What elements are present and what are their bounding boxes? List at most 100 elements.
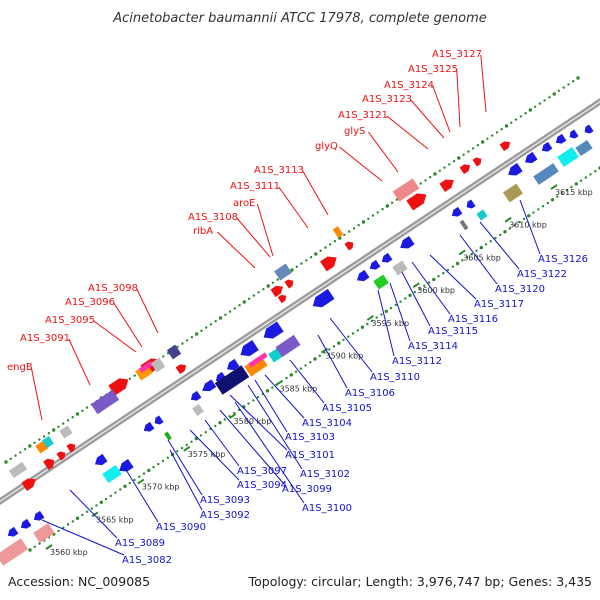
- reverse-leader-line: [204, 419, 240, 467]
- tick-label: 3565 kbp: [96, 515, 134, 524]
- reverse-gene-label[interactable]: A1S_3102: [300, 469, 350, 480]
- reverse-gene-label[interactable]: A1S_3105: [322, 403, 372, 414]
- reverse-gene-arrow: [263, 321, 284, 339]
- inner-scale-dot: [418, 287, 421, 291]
- genome-backbone: [0, 98, 600, 505]
- outer-scale-dot: [552, 92, 556, 96]
- forward-gene-label[interactable]: ribA: [193, 226, 213, 237]
- forward-gene-label[interactable]: A1S_3121: [338, 110, 388, 121]
- forward-leader-line: [30, 367, 43, 421]
- forward-gene-box: [166, 344, 182, 360]
- inner-scale-dot: [484, 243, 488, 246]
- inner-scale-dot: [380, 313, 383, 316]
- reverse-gene-label[interactable]: A1S_3089: [115, 538, 165, 549]
- reverse-gene-label[interactable]: A1S_3110: [370, 372, 420, 383]
- reverse-gene-box: [248, 352, 268, 368]
- forward-gene-label[interactable]: A1S_3096: [65, 297, 115, 308]
- outer-scale-dot: [33, 441, 36, 444]
- tick-label: 3605 kbp: [463, 254, 501, 263]
- forward-gene-label[interactable]: A1S_3123: [362, 94, 412, 105]
- inner-scale-dot: [451, 265, 454, 268]
- outer-scale-dot: [305, 259, 308, 262]
- forward-gene-label[interactable]: aroE: [233, 198, 255, 209]
- tick-mark: [458, 249, 466, 256]
- reverse-gene-label[interactable]: A1S_3097: [237, 466, 287, 477]
- reverse-gene-label[interactable]: A1S_3120: [495, 284, 545, 295]
- reverse-leader-line: [167, 439, 203, 496]
- reverse-gene-label[interactable]: A1S_3082: [122, 555, 172, 566]
- outer-scale-dot: [85, 406, 89, 409]
- forward-gene-label[interactable]: engB: [7, 362, 33, 373]
- reverse-leader-line: [289, 359, 325, 404]
- forward-gene-label[interactable]: A1S_3125: [408, 64, 458, 75]
- outer-scale-dot: [481, 140, 485, 144]
- reverse-gene-label[interactable]: A1S_3114: [408, 341, 458, 352]
- reverse-gene-label[interactable]: A1S_3094: [237, 480, 287, 491]
- outer-scale-dot: [438, 169, 441, 172]
- tick-mark: [412, 282, 420, 289]
- inner-scale-dot: [475, 249, 478, 252]
- forward-leader-line: [236, 217, 271, 258]
- reverse-gene-label[interactable]: A1S_3104: [302, 418, 352, 429]
- forward-gene-box: [90, 389, 120, 415]
- inner-scale-dot: [299, 367, 302, 370]
- outer-scale-dot: [390, 201, 394, 204]
- reverse-gene-label[interactable]: A1S_3122: [517, 269, 567, 280]
- inner-scale-dot: [38, 542, 41, 545]
- reverse-gene-label[interactable]: A1S_3106: [345, 388, 395, 399]
- forward-leader-line: [456, 69, 461, 128]
- forward-gene-arrow: [406, 193, 427, 211]
- inner-scale-dot: [223, 418, 226, 421]
- reverse-gene-arrow: [584, 124, 594, 134]
- inner-scale-dot: [394, 303, 397, 307]
- reverse-leader-line: [329, 317, 373, 373]
- outer-scale-dot: [295, 265, 298, 268]
- forward-leader-line: [386, 115, 429, 150]
- outer-scale-dot: [452, 160, 456, 163]
- reverse-gene-arrow: [95, 453, 108, 466]
- reverse-gene-arrow: [508, 162, 523, 176]
- reverse-gene-label[interactable]: A1S_3093: [200, 495, 250, 506]
- outer-scale-dot: [424, 179, 427, 182]
- reverse-gene-label[interactable]: A1S_3112: [392, 356, 442, 367]
- reverse-gene-label[interactable]: A1S_3103: [285, 432, 335, 443]
- reverse-gene-label[interactable]: A1S_3099: [282, 484, 332, 495]
- inner-scale-dot: [360, 325, 365, 329]
- inner-scale-dot: [166, 456, 169, 459]
- forward-gene-label[interactable]: A1S_3124: [384, 80, 434, 91]
- reverse-gene-label[interactable]: A1S_3117: [474, 299, 524, 310]
- reverse-gene-label[interactable]: A1S_3115: [428, 326, 478, 337]
- inner-scale-dot: [408, 293, 412, 297]
- forward-gene-label[interactable]: A1S_3108: [188, 212, 238, 223]
- inner-scale-dot: [594, 170, 597, 173]
- forward-gene-label[interactable]: glyQ: [315, 141, 338, 152]
- outer-scale-dot: [457, 156, 461, 160]
- forward-gene-label[interactable]: A1S_3127: [432, 49, 482, 60]
- forward-gene-label[interactable]: A1S_3111: [230, 181, 280, 192]
- reverse-gene-label[interactable]: A1S_3101: [285, 450, 335, 461]
- forward-gene-label[interactable]: glyS: [344, 126, 365, 137]
- forward-gene-label[interactable]: A1S_3098: [88, 283, 138, 294]
- reverse-gene-label[interactable]: A1S_3090: [156, 522, 206, 533]
- forward-gene-label[interactable]: A1S_3091: [20, 333, 70, 344]
- inner-scale-dot: [384, 309, 388, 313]
- reverse-gene-arrow: [357, 269, 370, 282]
- forward-gene-arrow: [439, 179, 454, 193]
- inner-scale-dot: [119, 488, 122, 491]
- reverse-gene-label[interactable]: A1S_3100: [302, 503, 352, 514]
- reverse-gene-label[interactable]: A1S_3116: [448, 314, 498, 325]
- forward-gene-arrow: [277, 294, 287, 304]
- forward-gene-label[interactable]: A1S_3113: [254, 165, 304, 176]
- forward-gene-label[interactable]: A1S_3095: [45, 315, 95, 326]
- outer-scale-dot: [257, 291, 260, 294]
- inner-scale-dot: [532, 211, 535, 214]
- outer-scale-dot: [75, 412, 80, 416]
- inner-scale-dot: [503, 230, 507, 234]
- inner-scale-dot: [584, 176, 587, 179]
- reverse-gene-label[interactable]: A1S_3126: [538, 254, 588, 265]
- outer-scale-dot: [57, 425, 60, 428]
- tick-mark: [137, 478, 145, 485]
- reverse-gene-arrow: [20, 518, 32, 529]
- reverse-gene-label[interactable]: A1S_3092: [200, 510, 250, 521]
